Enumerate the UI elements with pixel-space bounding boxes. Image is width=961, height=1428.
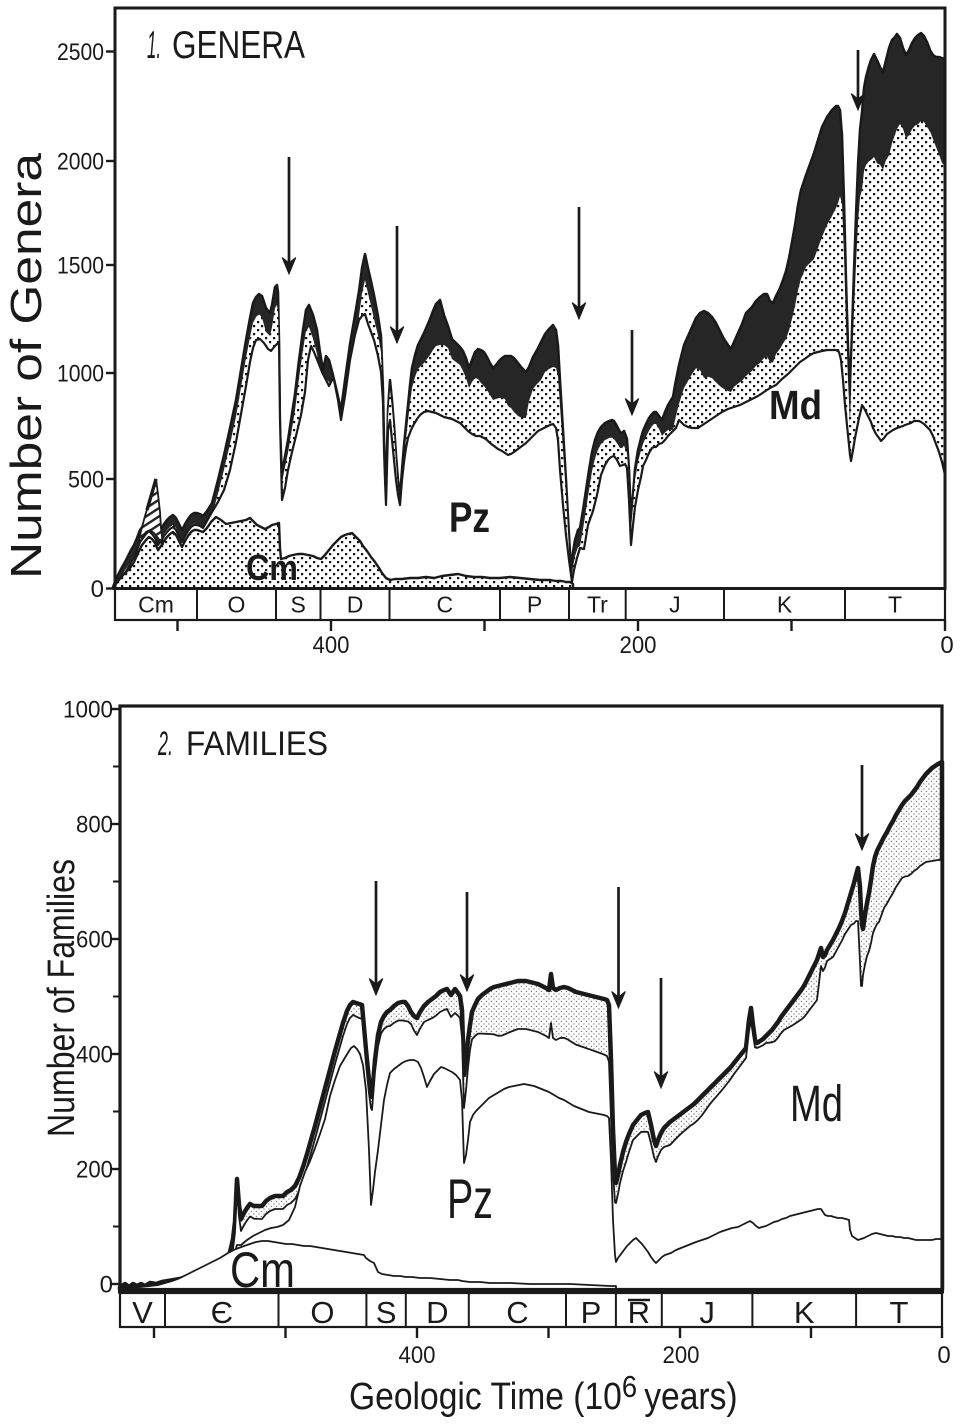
svg-text:C: C [506, 1295, 528, 1330]
svg-text:P: P [527, 592, 542, 618]
svg-text:J: J [699, 1295, 715, 1330]
svg-text:0: 0 [100, 1272, 113, 1299]
svg-text:C: C [436, 592, 453, 618]
svg-text:1500: 1500 [57, 253, 104, 280]
svg-text:200: 200 [620, 632, 657, 659]
svg-text:T: T [888, 592, 902, 618]
svg-text:500: 500 [68, 467, 104, 494]
svg-text:D: D [347, 592, 364, 618]
svg-text:200: 200 [76, 1157, 113, 1184]
svg-text:Cm: Cm [246, 547, 298, 588]
svg-text:2000: 2000 [57, 149, 104, 176]
svg-text:2500: 2500 [57, 39, 104, 66]
svg-text:FAMILIES: FAMILIES [186, 725, 328, 763]
svg-text:400: 400 [76, 1042, 113, 1069]
svg-text:T: T [890, 1295, 909, 1330]
svg-text:D: D [426, 1295, 448, 1330]
svg-text:P: P [581, 1295, 602, 1330]
svg-text:Pz: Pz [447, 1167, 493, 1230]
svg-text:Є: Є [211, 1295, 233, 1330]
svg-text:0: 0 [91, 576, 104, 603]
svg-text:R: R [628, 1295, 650, 1330]
svg-text:S: S [376, 1295, 397, 1330]
svg-text:2.: 2. [157, 725, 173, 763]
svg-text:200: 200 [663, 1342, 700, 1369]
svg-text:Md: Md [769, 382, 822, 428]
svg-text:1000: 1000 [57, 361, 104, 388]
svg-text:Cm: Cm [138, 592, 174, 618]
svg-text:V: V [132, 1295, 153, 1330]
svg-text:400: 400 [399, 1342, 436, 1369]
svg-text:0: 0 [937, 1342, 950, 1369]
svg-text:K: K [794, 1295, 815, 1330]
svg-text:Md: Md [790, 1075, 843, 1132]
svg-text:K: K [777, 592, 793, 618]
svg-text:600: 600 [76, 927, 113, 954]
svg-text:S: S [291, 592, 306, 618]
svg-text:Number of Genera: Number of Genera [2, 152, 51, 579]
svg-text:GENERA: GENERA [172, 24, 305, 67]
svg-text:0: 0 [940, 632, 953, 659]
svg-text:O: O [310, 1295, 334, 1330]
svg-text:1.: 1. [147, 24, 161, 67]
svg-text:Cm: Cm [230, 1242, 295, 1298]
svg-text:400: 400 [313, 632, 350, 659]
svg-text:1000: 1000 [63, 697, 113, 724]
svg-text:J: J [669, 592, 681, 618]
svg-text:Tr: Tr [587, 592, 608, 618]
svg-text:800: 800 [76, 812, 113, 839]
svg-text:Pz: Pz [449, 494, 490, 542]
svg-text:Number of Families: Number of Families [41, 859, 83, 1137]
svg-text:O: O [228, 592, 246, 618]
